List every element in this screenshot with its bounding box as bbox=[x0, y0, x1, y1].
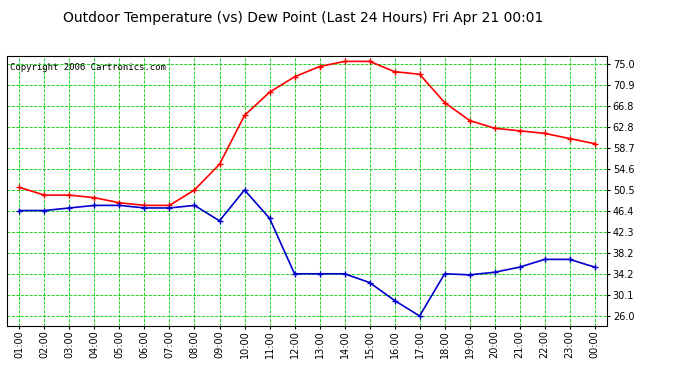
Text: Copyright 2006 Cartronics.com: Copyright 2006 Cartronics.com bbox=[10, 63, 166, 72]
Text: Outdoor Temperature (vs) Dew Point (Last 24 Hours) Fri Apr 21 00:01: Outdoor Temperature (vs) Dew Point (Last… bbox=[63, 11, 544, 25]
